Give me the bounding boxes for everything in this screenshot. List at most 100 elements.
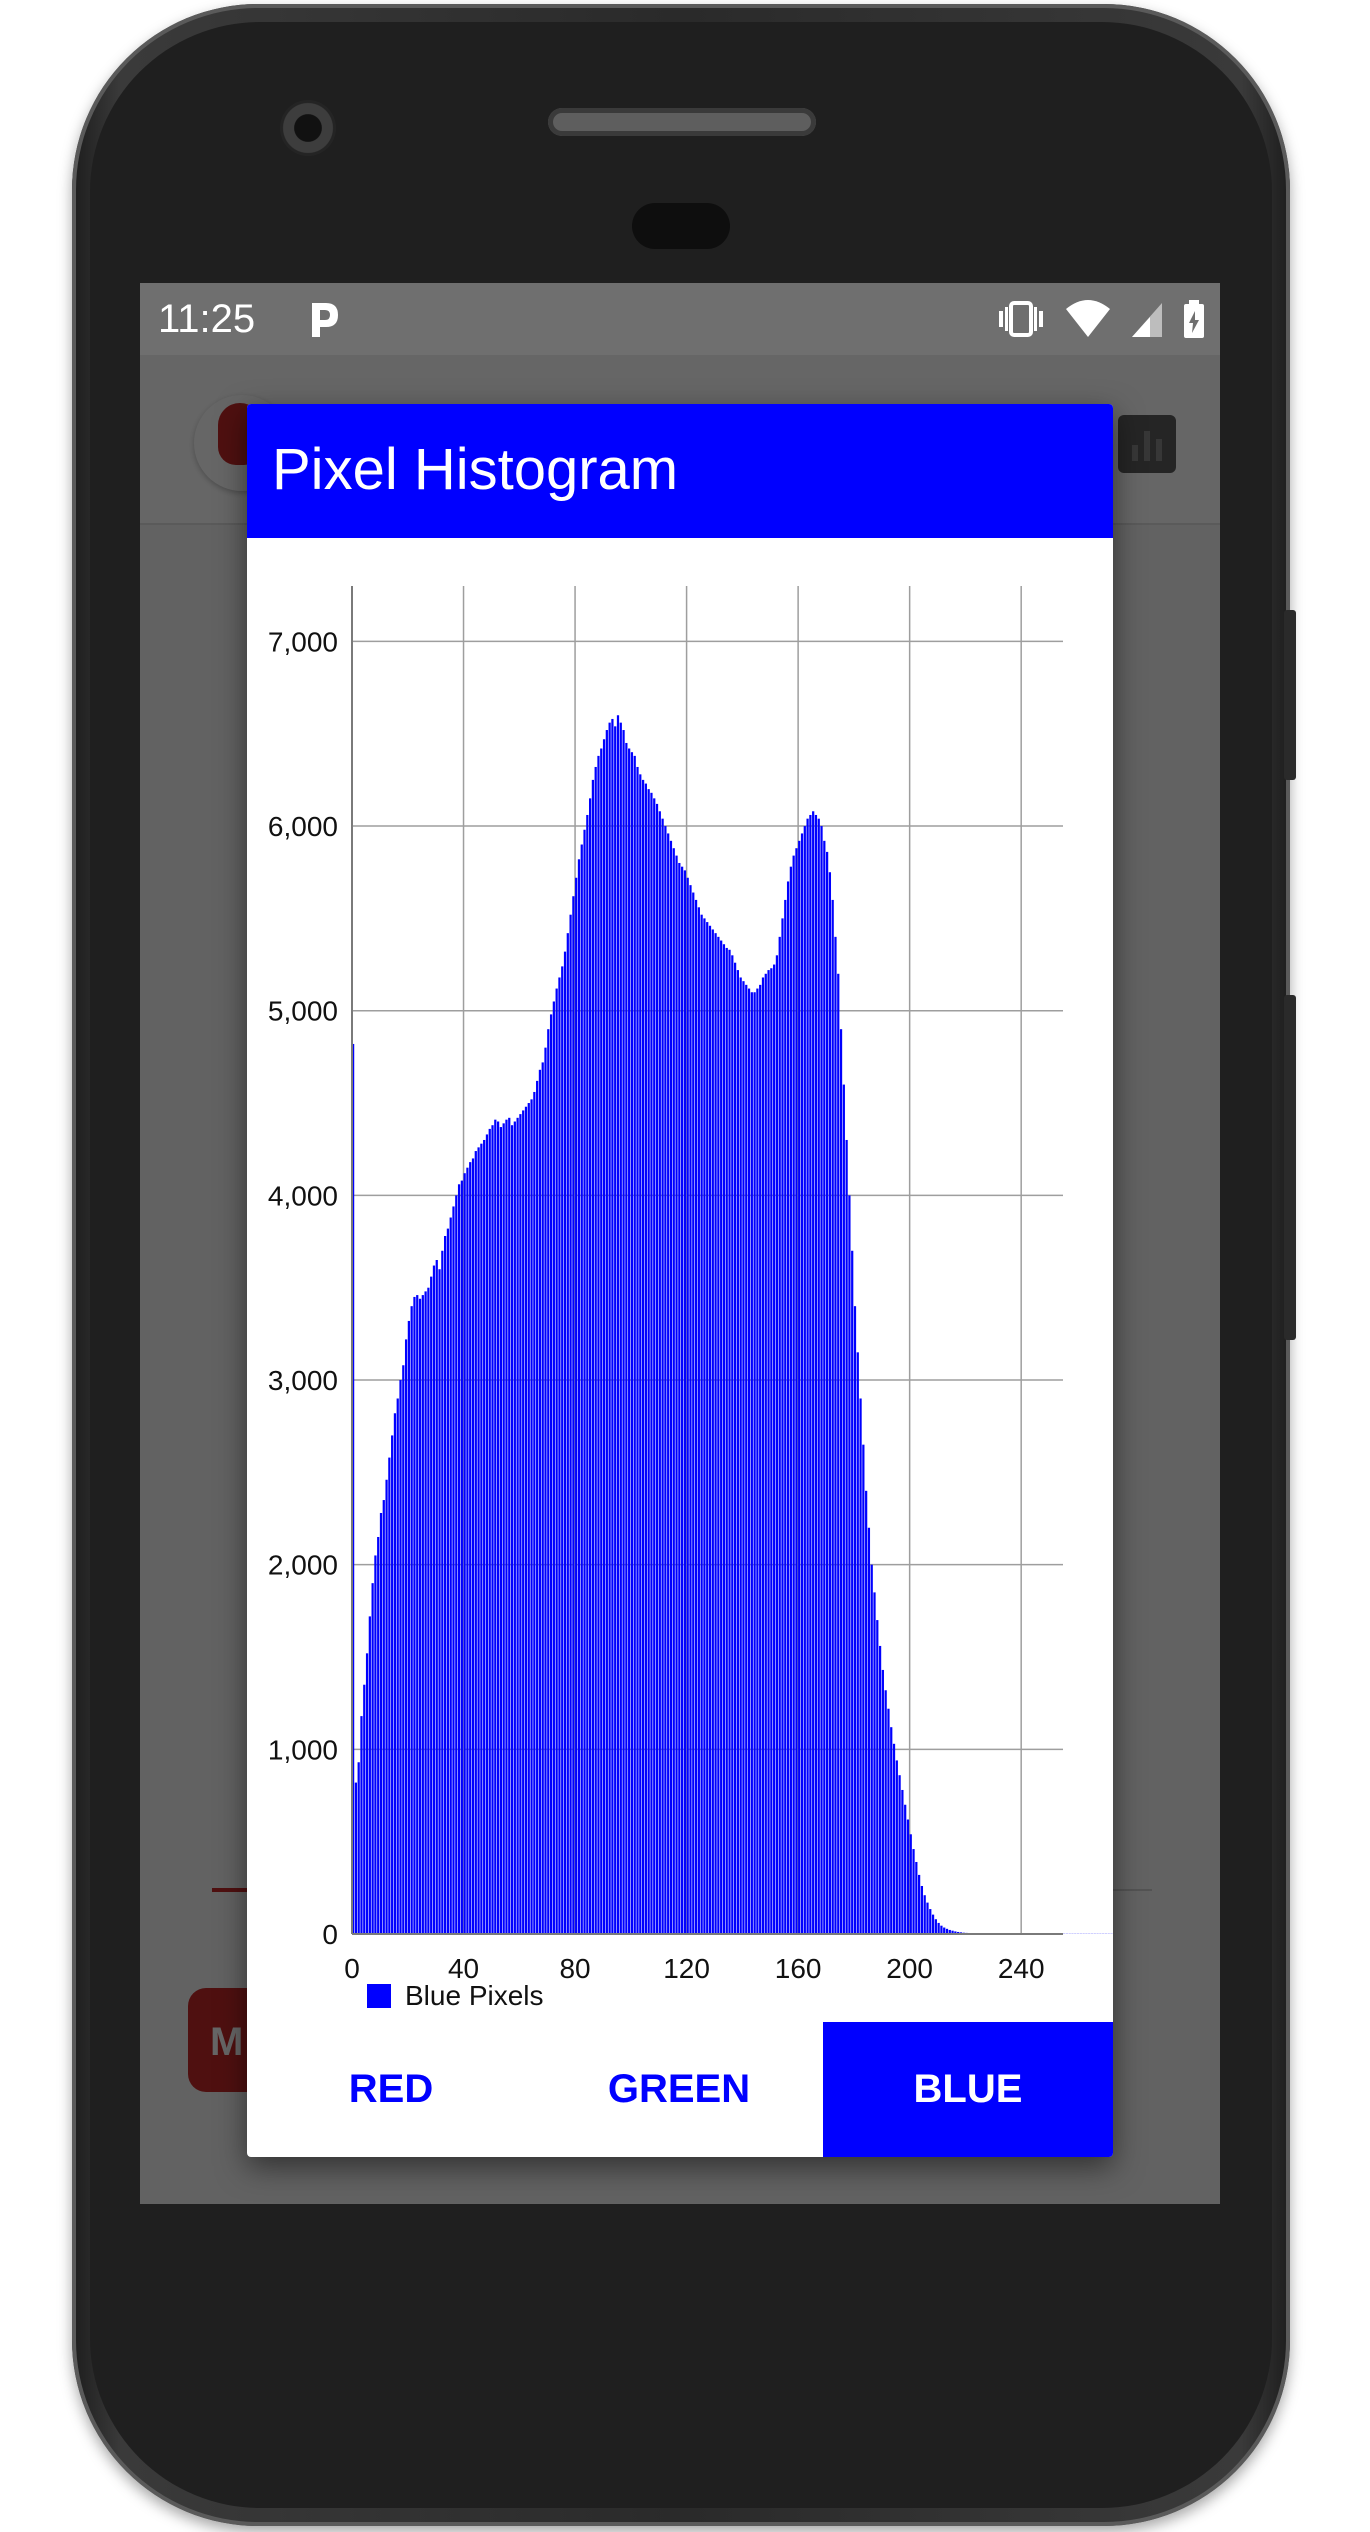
histogram-bar (655, 803, 659, 1934)
histogram-bar (773, 964, 776, 1934)
histogram-bar (672, 848, 675, 1935)
histogram-bar (820, 826, 823, 1934)
histogram-bar (714, 933, 717, 1934)
histogram-bar (809, 814, 812, 1934)
histogram-bar (427, 1287, 430, 1934)
histogram-bar (865, 1490, 868, 1934)
histogram-bars (352, 715, 1113, 1935)
tab-blue[interactable]: BLUE (823, 2022, 1113, 2157)
channel-tabs: RED GREEN BLUE (247, 2022, 1113, 2157)
histogram-bar (597, 755, 600, 1934)
histogram-bar (926, 1902, 929, 1934)
histogram-bar (491, 1125, 494, 1934)
histogram-bar (608, 722, 611, 1934)
x-tick-label: 240 (998, 1953, 1045, 1984)
histogram-bar (577, 859, 581, 1934)
histogram-bar (569, 914, 572, 1934)
dialog-title: Pixel Histogram (272, 437, 679, 502)
histogram-bar (681, 866, 684, 1934)
histogram-bar (399, 1380, 402, 1934)
histogram-bar (728, 949, 731, 1934)
histogram-bar (736, 970, 739, 1934)
histogram-bar (471, 1158, 475, 1934)
histogram-bar (717, 936, 720, 1934)
histogram-bar (499, 1127, 502, 1934)
histogram-bar (653, 798, 656, 1934)
histogram-bar (463, 1173, 466, 1934)
histogram-bar (636, 766, 639, 1934)
histogram-bar (402, 1365, 405, 1934)
histogram-bar (382, 1500, 385, 1934)
histogram-bar (834, 936, 837, 1934)
histogram-bar (784, 899, 787, 1934)
histogram-bar (533, 1091, 536, 1934)
x-tick-label: 40 (448, 1953, 479, 1984)
histogram-bar (742, 981, 745, 1934)
histogram-bar (747, 988, 751, 1934)
histogram-bar (901, 1789, 904, 1934)
tab-red[interactable]: RED (348, 2067, 434, 2111)
histogram-bar (798, 840, 801, 1934)
histogram-bar (789, 866, 792, 1934)
histogram-bar (527, 1103, 530, 1934)
histogram-bar (555, 988, 558, 1934)
histogram-bar (826, 851, 829, 1934)
tab-green[interactable]: GREEN (607, 2067, 751, 2111)
histogram-bar (848, 1195, 851, 1934)
histogram-bar (898, 1775, 901, 1934)
histogram-bar (628, 748, 631, 1934)
histogram-bar (513, 1121, 516, 1934)
x-tick-label: 120 (663, 1953, 710, 1984)
histogram-bar (692, 892, 695, 1934)
histogram-bar (566, 933, 569, 1934)
histogram-bar (457, 1184, 461, 1934)
histogram-bar (644, 783, 647, 1935)
histogram-bar (622, 730, 625, 1934)
histogram-bar (435, 1260, 438, 1934)
histogram-bar (803, 826, 806, 1934)
histogram-bar (745, 984, 748, 1934)
histogram-bar (377, 1536, 380, 1934)
histogram-bar (873, 1592, 876, 1934)
histogram-bar (667, 833, 670, 1934)
histogram-bar (817, 818, 820, 1934)
histogram-bar (455, 1195, 458, 1934)
histogram-bar (519, 1114, 522, 1934)
histogram-bar (432, 1265, 436, 1934)
histogram-bar (929, 1909, 932, 1934)
device-screen: M 11:25 (140, 283, 1220, 2204)
histogram-bar (371, 1583, 374, 1934)
histogram-bar (647, 789, 650, 1934)
histogram-bar (639, 774, 642, 1934)
histogram-bar (954, 1931, 957, 1934)
dialog-header: Pixel Histogram (247, 404, 1113, 538)
histogram-bar (770, 968, 773, 1934)
histogram-bar (508, 1117, 511, 1934)
histogram-bar (563, 951, 567, 1934)
histogram-bar (549, 1014, 553, 1934)
histogram-bar (410, 1306, 413, 1934)
histogram-bar (812, 811, 815, 1934)
histogram-bar (421, 1295, 424, 1934)
battery-charging-icon (1184, 300, 1204, 338)
histogram-bar (686, 877, 689, 1934)
histogram-bar (385, 1479, 388, 1934)
histogram-bar (867, 1527, 871, 1934)
histogram-bar (552, 1001, 555, 1934)
status-bar: 11:25 (140, 283, 1220, 355)
histogram-bar (438, 1269, 441, 1934)
histogram-bar (837, 973, 840, 1934)
histogram-bar (918, 1874, 921, 1934)
histogram-bar (845, 1139, 848, 1934)
histogram-bar (694, 899, 698, 1934)
histogram-bar (756, 988, 759, 1934)
histogram-bar (580, 844, 583, 1934)
histogram-bar (650, 792, 653, 1934)
histogram-bar (441, 1250, 444, 1934)
histogram-chart: 0 1,000 2,000 3,000 4,000 5,000 6,000 7,000 0 40 8… (268, 586, 1113, 2011)
histogram-bar (611, 718, 614, 1935)
histogram-bar (675, 855, 678, 1934)
histogram-bar (494, 1119, 497, 1934)
histogram-bar (502, 1123, 505, 1934)
histogram-bar (477, 1147, 480, 1934)
